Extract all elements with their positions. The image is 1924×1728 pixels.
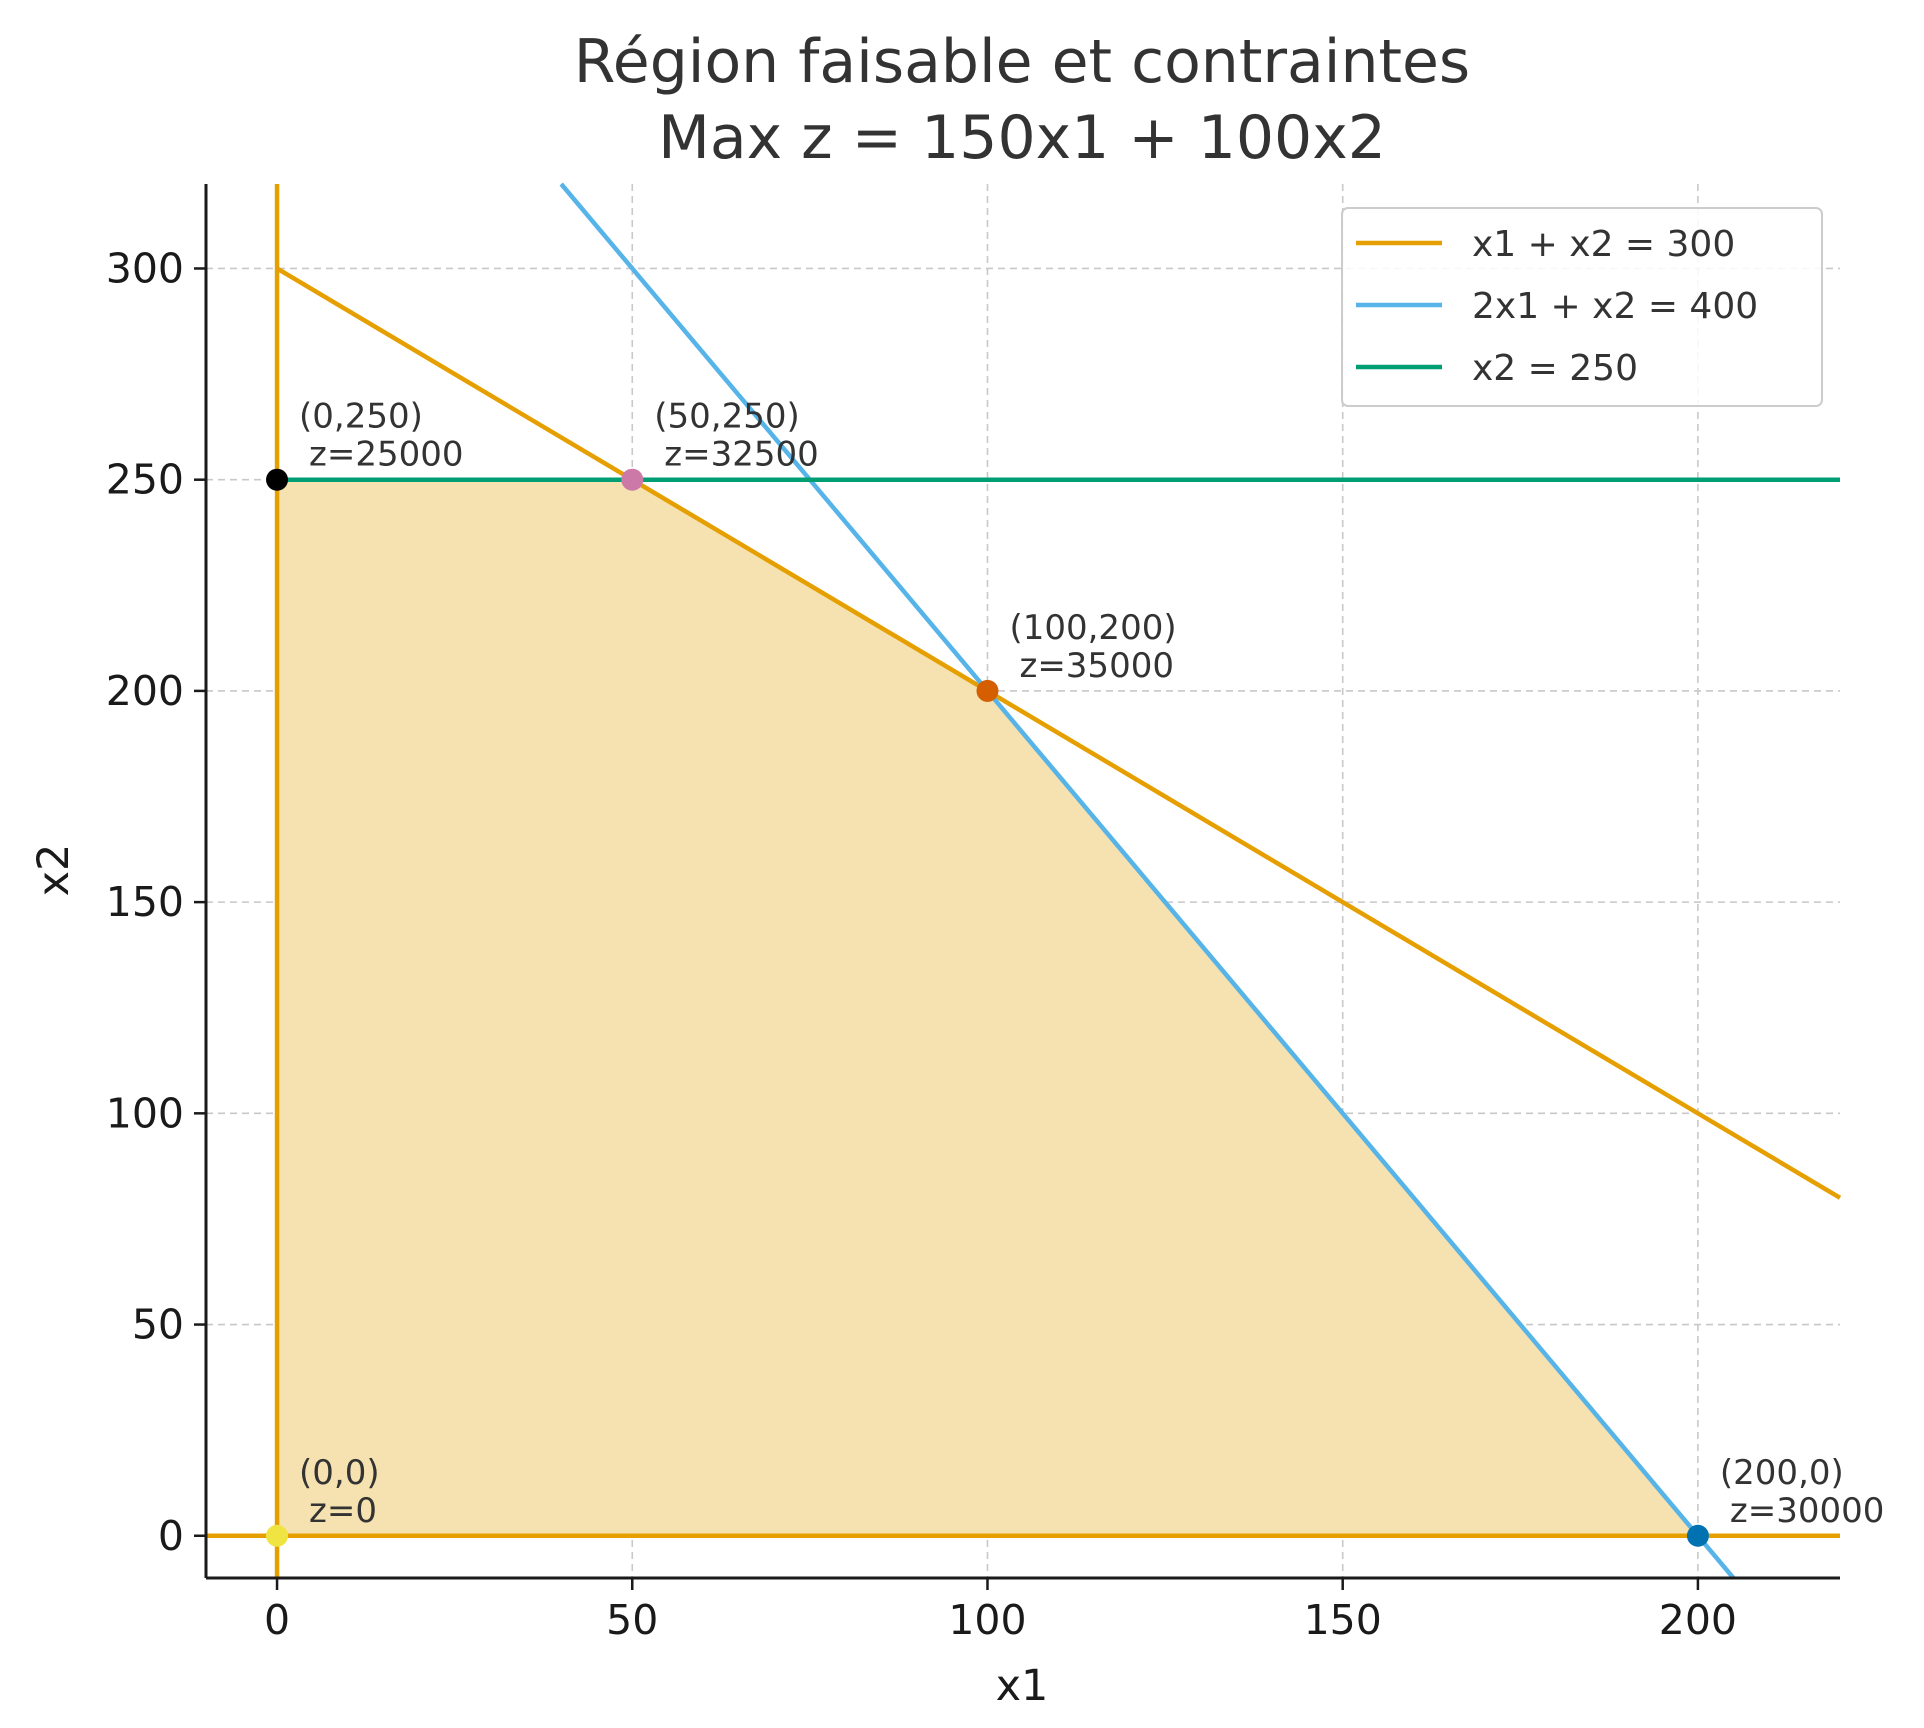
vertex-label-2: (50,250) xyxy=(654,397,800,437)
vertex-point-1 xyxy=(266,468,289,491)
vertex-z-label-0: z=0 xyxy=(309,1491,377,1531)
x-tick-label-50: 50 xyxy=(606,1596,658,1644)
vertex-z-label-2: z=32500 xyxy=(664,435,819,475)
series-line-0 xyxy=(275,266,1842,1200)
legend-label-1: 2x1 + x2 = 400 xyxy=(1472,286,1758,327)
y-tick-label-50: 50 xyxy=(132,1301,184,1349)
y-tick-label-200: 200 xyxy=(106,667,184,715)
x-tick-label-0: 0 xyxy=(264,1596,290,1644)
y-tick-label-150: 150 xyxy=(106,878,184,926)
axes-frame xyxy=(204,184,1840,1580)
vertex-label-0: (0,0) xyxy=(299,1453,380,1493)
vertices-layer: (0,0)z=0 (0,250)z=25000 (50,250)z=32500 (10… xyxy=(266,397,1884,1547)
feasible-region xyxy=(277,479,1698,1536)
vertex-point-2 xyxy=(621,468,644,491)
constraint-lines-layer xyxy=(275,182,1842,1580)
x-axis-label: x1 xyxy=(996,1661,1049,1711)
vertex-z-label-4: z=30000 xyxy=(1730,1491,1885,1531)
series-line-1 xyxy=(559,182,1736,1580)
y-tick-label-250: 250 xyxy=(106,456,184,504)
legend-label-2: x2 = 250 xyxy=(1472,348,1638,389)
vertex-point-3 xyxy=(976,679,999,702)
vertex-label-4: (200,0) xyxy=(1720,1453,1844,1493)
x-tick-label-100: 100 xyxy=(948,1596,1026,1644)
vertex-label-3: (100,200) xyxy=(1009,608,1176,648)
legend: x1 + x2 = 300 2x1 + x2 = 400 x2 = 250 xyxy=(1341,207,1823,407)
vertex-z-label-3: z=35000 xyxy=(1019,646,1174,686)
x-tick-label-200: 200 xyxy=(1659,1596,1737,1644)
axis-lines-layer xyxy=(206,184,1840,1578)
chart-title-line-2: Max z = 150x1 + 100x2 xyxy=(658,103,1386,173)
vertex-point-0 xyxy=(266,1524,289,1547)
vertex-point-4 xyxy=(1686,1524,1709,1547)
y-tick-label-0: 0 xyxy=(158,1512,184,1560)
y-tick-label-100: 100 xyxy=(106,1089,184,1137)
y-tick-label-300: 300 xyxy=(106,244,184,292)
chart-title-line-1: Région faisable et contraintes xyxy=(574,27,1470,97)
x-tick-label-150: 150 xyxy=(1304,1596,1382,1644)
legend-box xyxy=(1341,207,1823,407)
legend-label-0: x1 + x2 = 300 xyxy=(1472,224,1735,265)
ticks-layer: 0 50 100 150 200 0 50 100 150 200 250 300 xyxy=(106,244,1737,1644)
vertex-label-1: (0,250) xyxy=(299,397,423,437)
y-axis-label: x2 xyxy=(29,844,79,897)
vertex-z-label-1: z=25000 xyxy=(309,435,464,475)
feasible-region-layer xyxy=(277,479,1698,1536)
